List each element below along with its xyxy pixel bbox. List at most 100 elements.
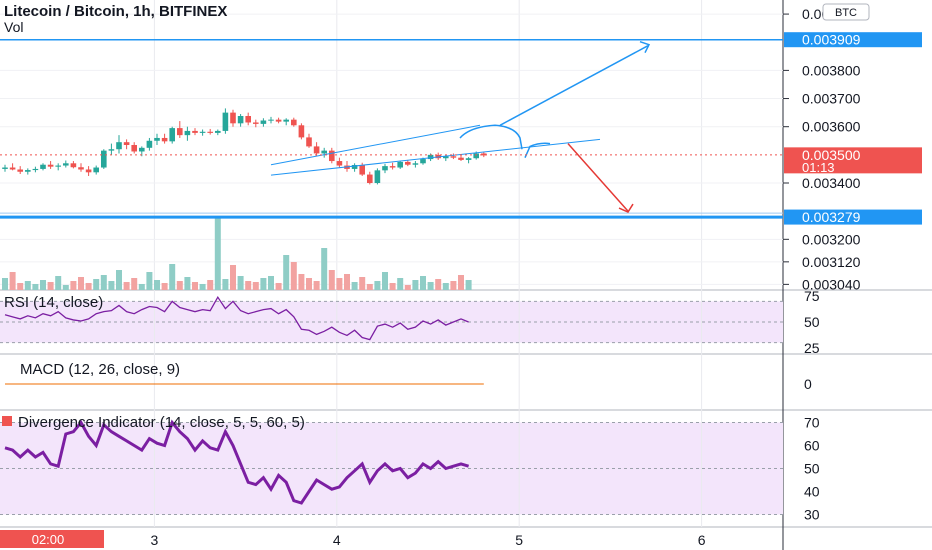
up-arrow-line bbox=[499, 45, 649, 126]
candle-body bbox=[32, 168, 39, 171]
rsi-title[interactable]: RSI (14, close) bbox=[4, 294, 103, 311]
price-axis[interactable]: 0.0040000.0038000.0037000.0036000.003400… bbox=[783, 6, 922, 523]
volume-bar bbox=[184, 277, 191, 290]
volume-bar bbox=[237, 276, 244, 290]
candle-body bbox=[146, 140, 153, 148]
price-tick-label: 0.003400 bbox=[802, 175, 861, 191]
handle-pattern-path bbox=[524, 142, 551, 158]
divergence-marker-icon bbox=[2, 416, 12, 426]
candle-body bbox=[9, 167, 16, 170]
rsi-tick-label: 50 bbox=[804, 314, 820, 330]
trend-drawings[interactable] bbox=[0, 38, 783, 219]
candle-body bbox=[359, 164, 365, 175]
rsi-line bbox=[4, 295, 469, 341]
candle-body bbox=[298, 125, 305, 138]
volume-bar bbox=[366, 284, 373, 290]
volume-bar bbox=[351, 282, 358, 290]
candle-body bbox=[275, 119, 282, 122]
candle-body bbox=[420, 159, 426, 164]
volume-bar bbox=[458, 275, 464, 290]
volume-bar bbox=[62, 285, 69, 290]
currency-badge[interactable]: BTC bbox=[835, 7, 857, 19]
volume-bar bbox=[161, 283, 168, 290]
up-arrow-head bbox=[639, 40, 651, 54]
divergence-title[interactable]: Divergence Indicator (14, close, 5, 5, 6… bbox=[18, 414, 305, 431]
volume-bar bbox=[298, 274, 305, 290]
target-low-label: 0.003279 bbox=[802, 209, 861, 225]
vol-label: Vol bbox=[4, 19, 23, 35]
target-high-label-box bbox=[784, 32, 922, 48]
time-tick-label: 5 bbox=[515, 532, 523, 548]
candle-body bbox=[70, 163, 77, 168]
volume-bar bbox=[336, 278, 343, 290]
volume-bar bbox=[222, 279, 229, 290]
price-tick-label: 0.003200 bbox=[802, 231, 861, 247]
candle-body bbox=[55, 165, 61, 167]
volume-bar bbox=[382, 272, 388, 290]
time-tick-label: 4 bbox=[333, 532, 341, 548]
volume-bar bbox=[108, 281, 115, 290]
volume-bar bbox=[93, 279, 100, 290]
channel-lower-line bbox=[270, 138, 601, 176]
volume-bar bbox=[442, 283, 449, 290]
candle-body bbox=[465, 158, 472, 160]
symbol-title[interactable]: Litecoin / Bitcoin, 1h, BITFINEX bbox=[4, 3, 227, 20]
candle-body bbox=[116, 142, 122, 150]
candle-body bbox=[161, 137, 168, 142]
volume-bar bbox=[412, 280, 419, 290]
candle-body bbox=[374, 170, 381, 184]
channel-upper-line bbox=[270, 124, 481, 166]
candle-body bbox=[17, 169, 23, 172]
currency-badge-box[interactable] bbox=[822, 3, 870, 21]
volume-bar bbox=[78, 277, 84, 290]
candle-body bbox=[222, 112, 229, 131]
divergence-tick-label: 60 bbox=[804, 438, 820, 454]
volume-bar bbox=[70, 281, 77, 290]
price-tick-label: 0.003700 bbox=[802, 91, 861, 107]
candle-body bbox=[473, 153, 479, 159]
volume-bar bbox=[85, 283, 92, 290]
volume-bar bbox=[40, 280, 46, 290]
candle-body bbox=[412, 163, 419, 165]
volume-bar bbox=[154, 280, 160, 290]
volume-bar bbox=[359, 277, 366, 290]
macd-title[interactable]: MACD (12, 26, close, 9) bbox=[20, 361, 180, 378]
volume-bar bbox=[374, 281, 381, 290]
volume-bar bbox=[192, 282, 198, 290]
candle-body bbox=[268, 119, 274, 121]
divergence-line bbox=[4, 419, 470, 505]
candle-body bbox=[405, 161, 411, 165]
target-high-label: 0.003909 bbox=[802, 32, 861, 48]
volume-bar bbox=[9, 272, 16, 290]
divergence-tick-label: 30 bbox=[804, 507, 820, 523]
candle-body bbox=[313, 146, 320, 154]
volume-bar bbox=[245, 281, 252, 290]
price-tick-label: 0.003800 bbox=[802, 62, 861, 78]
volume-bars bbox=[2, 218, 472, 290]
volume-bar bbox=[17, 283, 24, 290]
time-cursor-label: 02:00 bbox=[32, 532, 65, 547]
divergence-pane bbox=[0, 419, 783, 515]
volume-bar bbox=[123, 282, 130, 290]
candle-body bbox=[245, 116, 251, 123]
volume-bar bbox=[146, 272, 153, 290]
candle-body bbox=[306, 137, 312, 147]
volume-bar bbox=[47, 282, 54, 290]
volume-bar bbox=[465, 280, 472, 290]
candle-body bbox=[207, 131, 213, 133]
candle-body bbox=[389, 166, 396, 168]
volume-bar bbox=[55, 276, 62, 290]
volume-bar bbox=[427, 282, 434, 290]
candle-body bbox=[108, 149, 115, 151]
volume-bar bbox=[397, 278, 404, 290]
candle-body bbox=[169, 128, 175, 142]
volume-bar bbox=[100, 275, 107, 290]
volume-bar bbox=[404, 285, 411, 290]
volume-bar bbox=[321, 248, 328, 290]
candle-body bbox=[2, 167, 8, 169]
volume-bar bbox=[275, 283, 282, 290]
volume-bar bbox=[207, 280, 214, 290]
time-axis[interactable]: 3 4 5 6 bbox=[151, 532, 706, 548]
candle-body bbox=[192, 130, 198, 133]
